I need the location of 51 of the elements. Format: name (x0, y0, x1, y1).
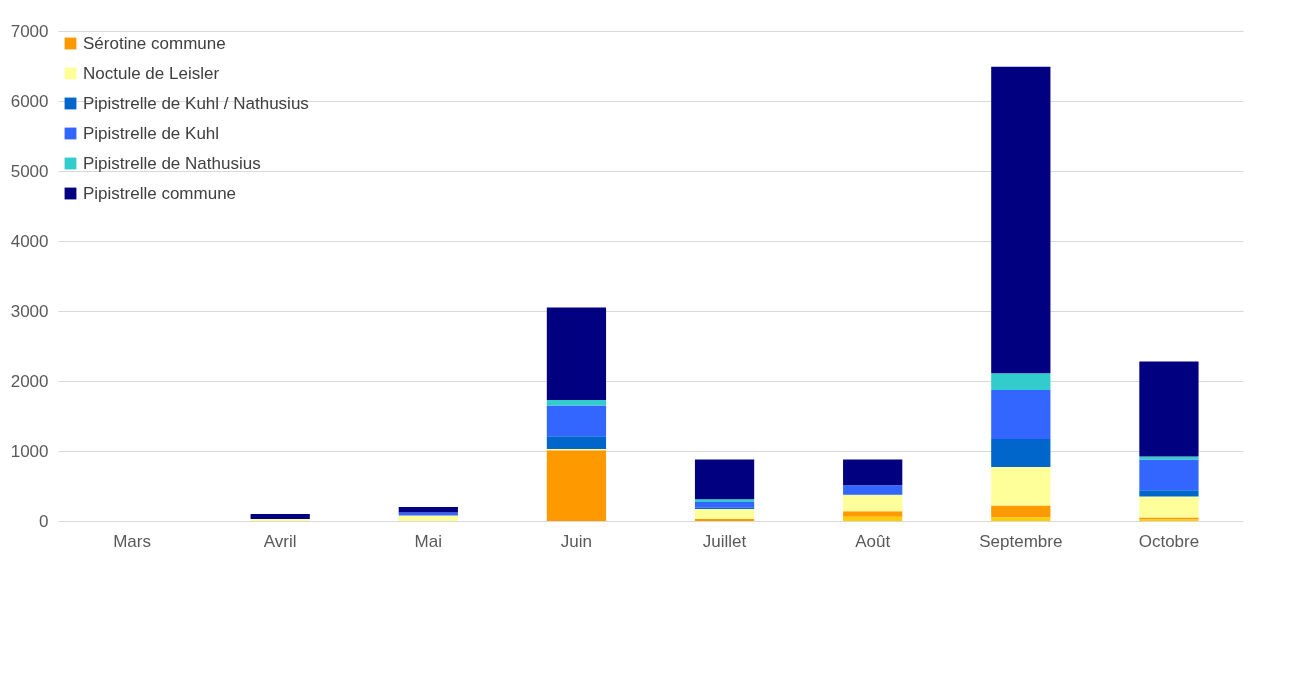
x-tick-label: Octobre (1138, 531, 1200, 551)
bar (991, 505, 1051, 518)
bar (991, 66, 1051, 374)
bar (694, 502, 755, 508)
bar (694, 499, 755, 503)
y-tick-label: 0 (39, 511, 49, 531)
bar (546, 405, 607, 437)
y-tick-label: 3000 (10, 301, 49, 321)
legend-label: Sérotine commune (83, 33, 226, 53)
x-tick-label: Mars (113, 531, 151, 551)
bar (546, 450, 607, 521)
y-tick-label: 5000 (10, 161, 49, 181)
bar (1139, 459, 1199, 491)
x-tick-label: Mai (414, 531, 443, 551)
x-tick-label: Août (855, 531, 891, 551)
bar (843, 511, 903, 517)
legend-label: Pipistrelle commune (83, 183, 237, 203)
bar (546, 399, 607, 406)
bar (991, 373, 1051, 391)
bar (843, 485, 903, 495)
bar (398, 515, 458, 521)
y-tick-label: 1000 (10, 441, 49, 461)
legend-label: Pipistrelle de Nathusius (83, 153, 261, 173)
bar (843, 495, 903, 512)
bar (1139, 361, 1199, 457)
bar (991, 390, 1051, 440)
y-tick-label: 7000 (10, 21, 49, 41)
legend-label: Noctule de Leisler (83, 63, 220, 83)
y-tick-label: 6000 (10, 91, 49, 111)
bar (694, 518, 755, 521)
bar (843, 459, 903, 486)
x-tick-label: Juillet (702, 531, 747, 551)
bar (991, 439, 1051, 468)
bar (250, 518, 310, 521)
bar (1139, 496, 1199, 518)
x-tick-label: Septembre (979, 531, 1063, 551)
y-tick-label: 2000 (10, 371, 49, 391)
bar (546, 436, 607, 449)
bar (398, 507, 458, 513)
y-tick-label: 4000 (10, 231, 49, 251)
bar (546, 307, 607, 400)
legend-label: Pipistrelle de Kuhl / Nathusius (83, 93, 309, 113)
x-tick-label: Juin (560, 531, 593, 551)
bar (1139, 490, 1199, 497)
bar (250, 514, 310, 519)
bar (991, 467, 1051, 506)
bar (843, 516, 903, 521)
x-tick-label: Avril (263, 531, 297, 551)
bar (694, 459, 755, 500)
bar (694, 509, 755, 519)
legend-label: Pipistrelle de Kuhl (83, 123, 220, 143)
